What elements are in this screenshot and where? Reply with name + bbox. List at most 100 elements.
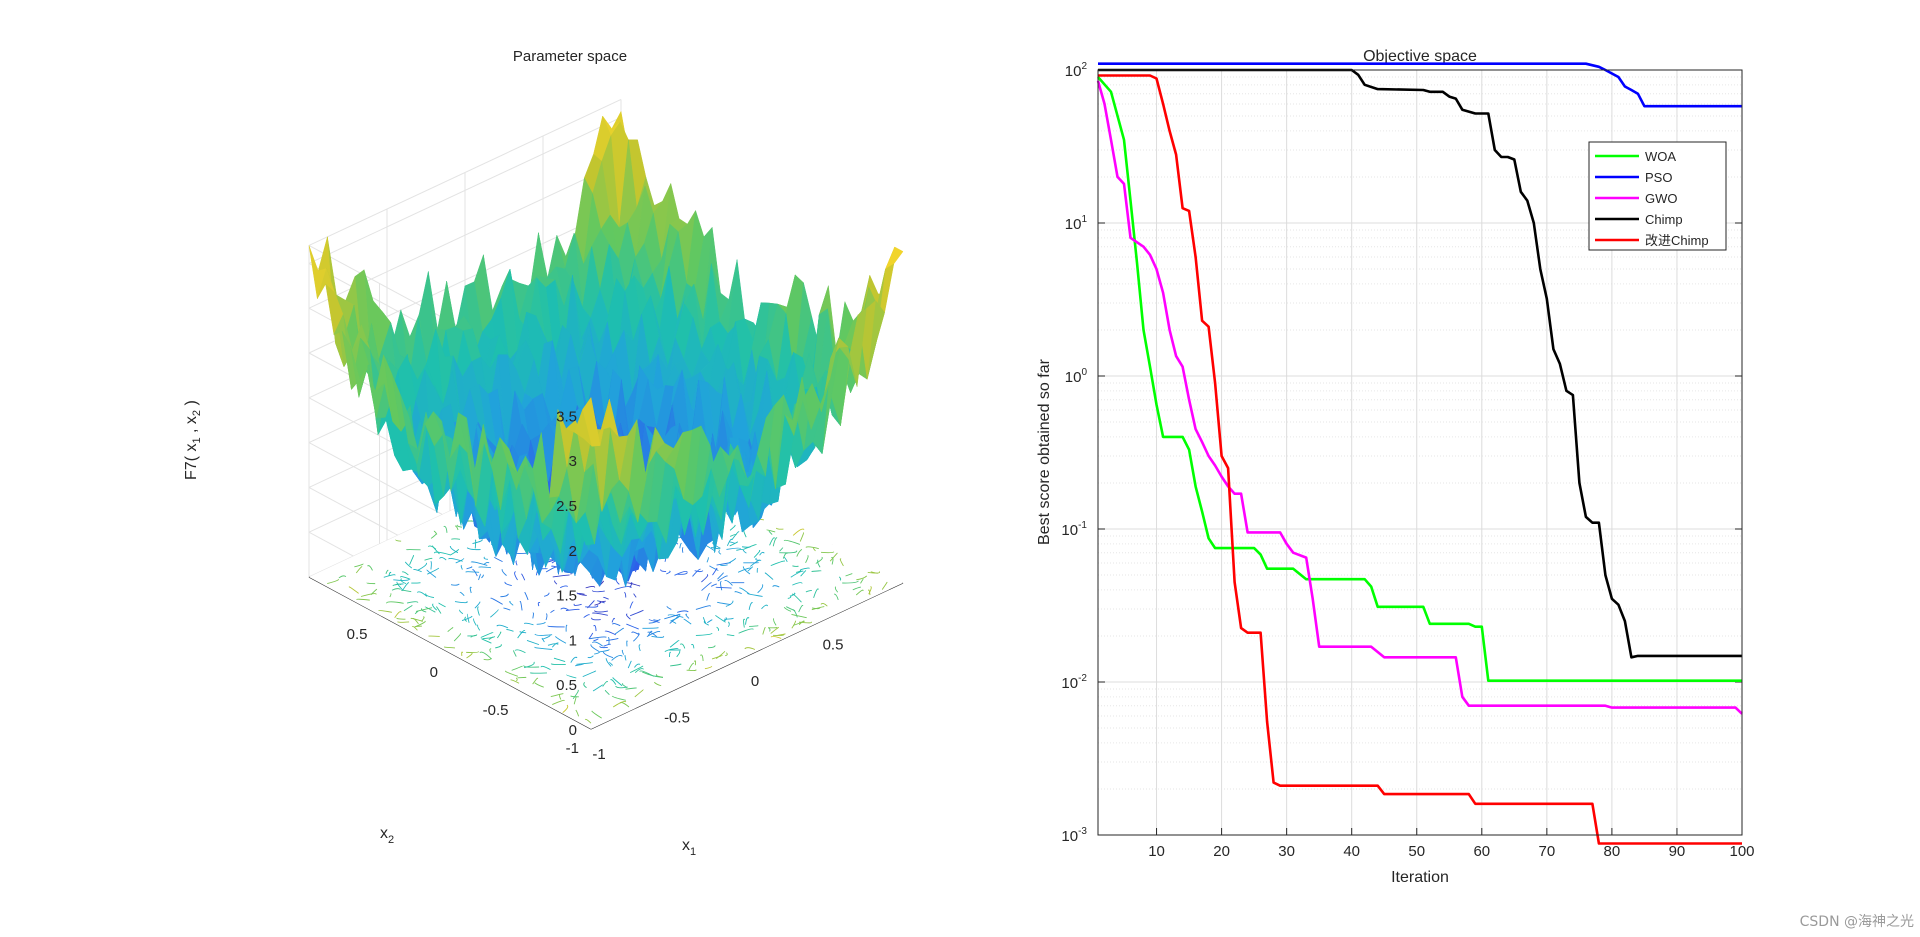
contour-line bbox=[621, 649, 624, 655]
contour-line bbox=[692, 568, 701, 577]
contour-line bbox=[724, 579, 733, 586]
x-tick-label: 30 bbox=[1278, 843, 1295, 860]
contour-line bbox=[599, 600, 606, 603]
contour-line bbox=[454, 525, 459, 531]
contour-line bbox=[726, 547, 742, 550]
x2-tick-label: 0.5 bbox=[347, 626, 368, 643]
contour-line bbox=[749, 625, 759, 627]
y-tick-label: 10-3 bbox=[1061, 826, 1087, 845]
contour-line bbox=[523, 622, 534, 626]
contour-line bbox=[627, 660, 632, 669]
contour-line bbox=[796, 548, 803, 557]
contour-line bbox=[554, 636, 567, 644]
contour-line bbox=[738, 628, 754, 634]
y-tick-label: 102 bbox=[1065, 61, 1088, 80]
legend: WOA PSO GWO Chimp 改进Chimp bbox=[1588, 141, 1727, 251]
x-tick-labels: 10 20 30 40 50 60 70 80 90 100 bbox=[1148, 843, 1754, 860]
contour-line bbox=[767, 626, 778, 629]
contour-line bbox=[633, 632, 640, 642]
contour-line bbox=[669, 648, 679, 651]
contour-line bbox=[596, 600, 605, 604]
contour-line bbox=[695, 605, 711, 610]
contour-line bbox=[768, 530, 773, 535]
contour-line bbox=[686, 669, 697, 671]
contour-line bbox=[676, 610, 689, 613]
series-line-3 bbox=[1098, 68, 1742, 659]
contour-line bbox=[453, 633, 461, 642]
contour-line bbox=[792, 565, 799, 567]
series-line-0 bbox=[1097, 76, 1742, 682]
contour-line bbox=[587, 600, 595, 609]
contour-line bbox=[495, 644, 502, 649]
contour-line bbox=[717, 572, 724, 580]
contour-line bbox=[524, 591, 529, 601]
contour-line bbox=[629, 665, 644, 673]
convergence-plot: Objective space 10 20 30 40 50 60 70 80 90 100 10… bbox=[1036, 48, 1755, 886]
contour-line bbox=[727, 621, 730, 628]
contour-line bbox=[519, 601, 523, 611]
contour-line bbox=[626, 623, 639, 630]
contour-line bbox=[782, 552, 788, 559]
contour-line bbox=[647, 630, 653, 637]
contour-line bbox=[348, 586, 359, 594]
contour-line bbox=[664, 613, 681, 620]
contour-line bbox=[593, 638, 599, 642]
contour-line bbox=[748, 602, 753, 610]
contour-line bbox=[481, 574, 484, 579]
contour-line bbox=[583, 614, 590, 618]
contour-line bbox=[448, 557, 463, 562]
contour-line bbox=[648, 619, 660, 623]
contour-line bbox=[565, 608, 580, 612]
x-tick-label: 10 bbox=[1148, 843, 1165, 860]
contour-line bbox=[388, 571, 392, 577]
contour-line bbox=[642, 627, 659, 629]
contour-line bbox=[615, 578, 620, 585]
contour-line bbox=[424, 557, 433, 561]
contour-line bbox=[734, 591, 742, 594]
contour-line bbox=[519, 630, 527, 634]
x-axis-label: Iteration bbox=[1391, 869, 1449, 886]
x-tick-label: 90 bbox=[1669, 843, 1686, 860]
contour-line bbox=[460, 565, 463, 570]
contour-line bbox=[439, 556, 447, 561]
x1-tick-label: 0.5 bbox=[823, 637, 844, 654]
x1-tick-label: -1 bbox=[592, 746, 605, 763]
contour-line bbox=[393, 578, 410, 581]
y-axis-label: Best score obtained so far bbox=[1036, 358, 1053, 545]
contour-line bbox=[815, 556, 823, 564]
contour-line bbox=[500, 593, 509, 598]
contour-line bbox=[881, 581, 888, 590]
x1-tick-label: 0 bbox=[751, 673, 759, 690]
contour-line bbox=[409, 555, 415, 566]
contour-line bbox=[852, 586, 861, 591]
legend-label: Chimp bbox=[1645, 212, 1683, 227]
contour-line bbox=[813, 588, 819, 598]
contour-line bbox=[625, 687, 637, 690]
contour-line bbox=[554, 580, 558, 585]
contour-line bbox=[762, 627, 766, 635]
contour-line bbox=[370, 588, 378, 596]
contour-line bbox=[591, 710, 602, 719]
contour-line bbox=[677, 571, 688, 575]
contour-line bbox=[338, 575, 347, 579]
x-tick-label: 70 bbox=[1539, 843, 1556, 860]
contour-line bbox=[757, 584, 764, 594]
contour-line bbox=[723, 617, 727, 622]
contour-line bbox=[584, 718, 592, 724]
contour-line bbox=[702, 617, 707, 624]
contour-line bbox=[544, 592, 550, 597]
contour-line bbox=[633, 593, 637, 598]
contour-line bbox=[427, 567, 440, 575]
contour-line bbox=[436, 606, 442, 614]
contour-line bbox=[725, 652, 728, 657]
contour-line bbox=[550, 663, 566, 665]
contour-line bbox=[706, 592, 711, 601]
x1-tick-labels: -1 -0.5 0 0.5 bbox=[592, 637, 843, 764]
contour-line bbox=[483, 556, 488, 560]
z-tick-label: 1 bbox=[569, 632, 577, 649]
contour-line bbox=[611, 654, 623, 661]
z-tick-label: 2.5 bbox=[556, 498, 577, 515]
contour-line bbox=[412, 618, 419, 625]
contour-line bbox=[426, 569, 437, 578]
contour-line bbox=[478, 566, 491, 569]
